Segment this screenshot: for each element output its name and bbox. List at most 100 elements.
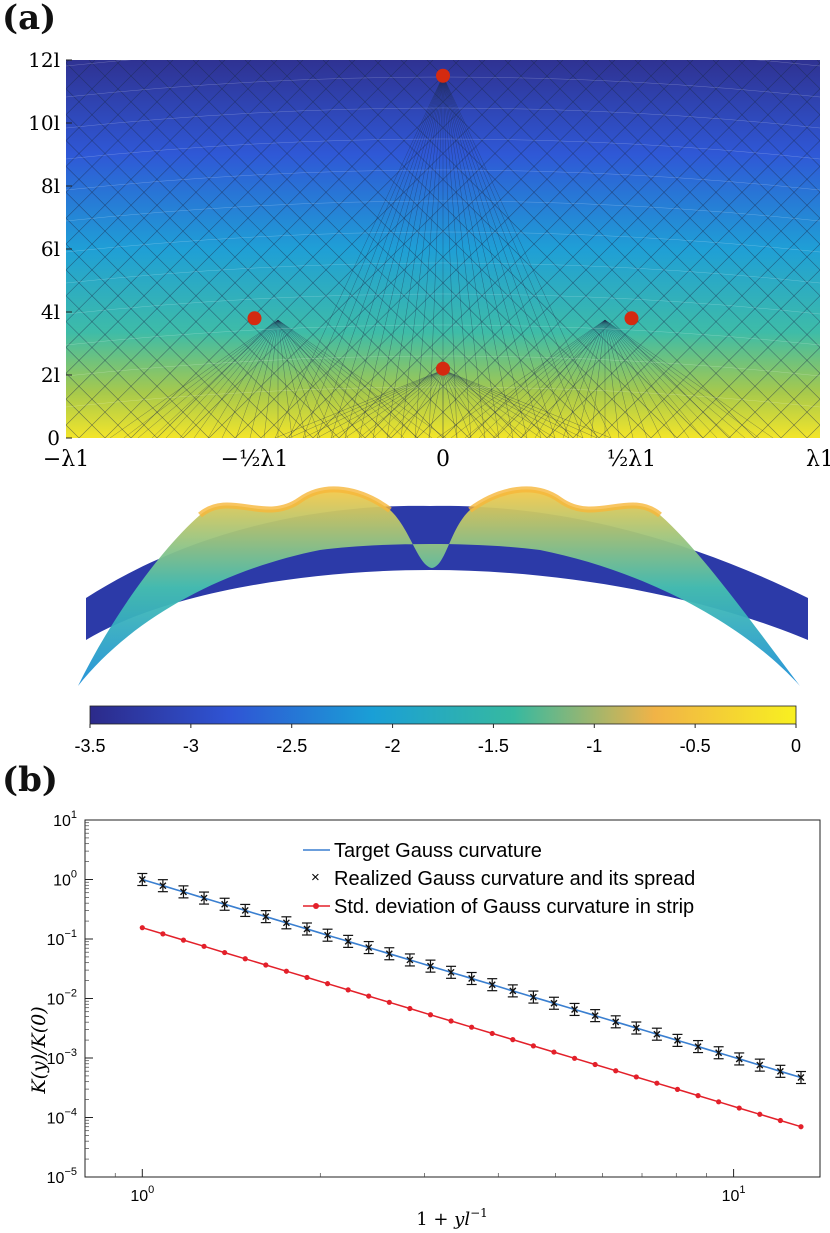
std-point bbox=[654, 1080, 660, 1086]
marker-point bbox=[247, 311, 262, 326]
std-point bbox=[139, 925, 145, 931]
std-point bbox=[201, 943, 207, 949]
realized-point bbox=[528, 990, 539, 1004]
colorbar-tick-label: -2.5 bbox=[276, 736, 307, 756]
y-tick-label: 10−2 bbox=[47, 988, 77, 1009]
x-tick-label: −λ1 bbox=[43, 447, 89, 470]
std-point bbox=[469, 1024, 475, 1030]
realized-point bbox=[569, 1002, 580, 1017]
realized-point bbox=[199, 891, 210, 905]
realized-point bbox=[425, 959, 436, 973]
std-point bbox=[242, 956, 248, 962]
std-point bbox=[222, 949, 228, 956]
x-tick-label: 101 bbox=[722, 1184, 746, 1205]
realized-point bbox=[240, 903, 251, 918]
y-tick-labels: 0 2l 4l 6l 8l 10l 12l bbox=[28, 48, 72, 450]
std-point bbox=[716, 1099, 722, 1105]
legend-label-target: Target Gauss curvature bbox=[334, 840, 542, 862]
realized-point bbox=[754, 1058, 765, 1072]
x-tick-label: −½λ1 bbox=[221, 447, 289, 470]
colorbar-tick-label: -2 bbox=[385, 736, 401, 756]
realized-point bbox=[137, 872, 148, 887]
y-tick-label: 100 bbox=[53, 869, 77, 890]
y-tick-label: 8l bbox=[41, 174, 60, 198]
realized-point bbox=[590, 1009, 601, 1023]
strip-front-surface bbox=[78, 489, 800, 686]
std-point bbox=[571, 1055, 578, 1061]
colorbar-tick-label: -1.5 bbox=[478, 736, 509, 756]
std-point bbox=[695, 1093, 701, 1099]
x-tick-label: ½λ1 bbox=[607, 447, 656, 470]
realized-point bbox=[487, 978, 498, 992]
std-point bbox=[736, 1105, 742, 1111]
std-point bbox=[324, 981, 331, 987]
marker-points bbox=[247, 68, 639, 376]
std-point bbox=[592, 1061, 598, 1068]
std-point bbox=[386, 999, 392, 1005]
realized-point bbox=[178, 885, 189, 899]
std-point bbox=[757, 1111, 763, 1117]
y-tick-label: 10l bbox=[28, 111, 60, 135]
realized-point bbox=[157, 879, 168, 893]
colorbar-tick-labels: -3.5 -3 -2.5 -2 -1.5 -1 -0.5 0 bbox=[74, 724, 801, 756]
realized-point bbox=[795, 1070, 806, 1085]
panel-label-a: (a) bbox=[2, 0, 57, 38]
realized-point bbox=[651, 1027, 662, 1041]
realized-point bbox=[404, 953, 415, 967]
std-point bbox=[263, 962, 269, 968]
y-tick-label: 0 bbox=[47, 426, 60, 450]
x-tick-label: 0 bbox=[436, 447, 450, 470]
colorbar-tick-label: -3 bbox=[183, 736, 199, 756]
realized-point bbox=[281, 916, 292, 930]
realized-point bbox=[548, 996, 559, 1010]
std-point bbox=[530, 1043, 536, 1049]
y-tick-label: 2l bbox=[41, 363, 60, 387]
realized-point bbox=[363, 940, 374, 955]
panel-label-b: (b) bbox=[2, 760, 58, 800]
std-point bbox=[489, 1030, 495, 1037]
std-point bbox=[283, 968, 289, 974]
colorbar-tick-label: -3.5 bbox=[74, 736, 105, 756]
realized-point bbox=[446, 965, 457, 979]
realized-point bbox=[610, 1015, 621, 1029]
legend-label-realized: Realized Gauss curvature and its spread bbox=[334, 868, 695, 890]
y-tick-label: 101 bbox=[53, 809, 77, 830]
realized-point bbox=[775, 1064, 786, 1078]
legend: Target Gauss curvature × Realized Gauss … bbox=[303, 840, 695, 918]
strip-ridge-highlight bbox=[198, 486, 662, 518]
legend-swatch-realized: × bbox=[311, 869, 320, 886]
std-point bbox=[407, 1005, 413, 1012]
realized-point bbox=[713, 1046, 724, 1060]
realized-point bbox=[322, 928, 333, 942]
colorbar-tick-label: -0.5 bbox=[680, 736, 711, 756]
realized-point bbox=[672, 1033, 683, 1047]
colorbar-tick-label: 0 bbox=[791, 736, 801, 756]
mesh-lines bbox=[66, 60, 820, 438]
std-point bbox=[674, 1086, 681, 1092]
realized-point bbox=[219, 897, 230, 911]
y-tick-label: 10−3 bbox=[47, 1047, 77, 1068]
std-point bbox=[551, 1049, 557, 1055]
x-tick-labels: 100 101 bbox=[130, 1184, 745, 1205]
series-group bbox=[137, 872, 806, 1130]
std-point bbox=[798, 1124, 804, 1130]
std-point bbox=[366, 993, 372, 999]
y-tick-label: 10−1 bbox=[47, 928, 77, 949]
realized-point bbox=[384, 947, 395, 961]
y-tick-labels: 101 100 10−1 10−2 10−3 10−4 10−5 bbox=[47, 809, 77, 1187]
realized-point bbox=[301, 922, 312, 936]
std-point bbox=[345, 987, 351, 993]
y-tick-label: 4l bbox=[41, 300, 60, 324]
colorbar-tick-label: -1 bbox=[586, 736, 602, 756]
realized-point bbox=[343, 934, 354, 948]
surface-strip bbox=[78, 486, 808, 686]
realized-point bbox=[734, 1052, 745, 1066]
std-point bbox=[777, 1117, 783, 1124]
x-tick-label: λ1 bbox=[806, 447, 830, 470]
std-point bbox=[427, 1012, 434, 1018]
realized-point bbox=[466, 971, 477, 986]
legend-label-std: Std. deviation of Gauss curvature in str… bbox=[334, 896, 694, 918]
y-tick-label: 12l bbox=[28, 48, 60, 72]
std-point bbox=[633, 1074, 639, 1080]
y-axis-label: K(y)/K(0) bbox=[28, 1006, 50, 1094]
